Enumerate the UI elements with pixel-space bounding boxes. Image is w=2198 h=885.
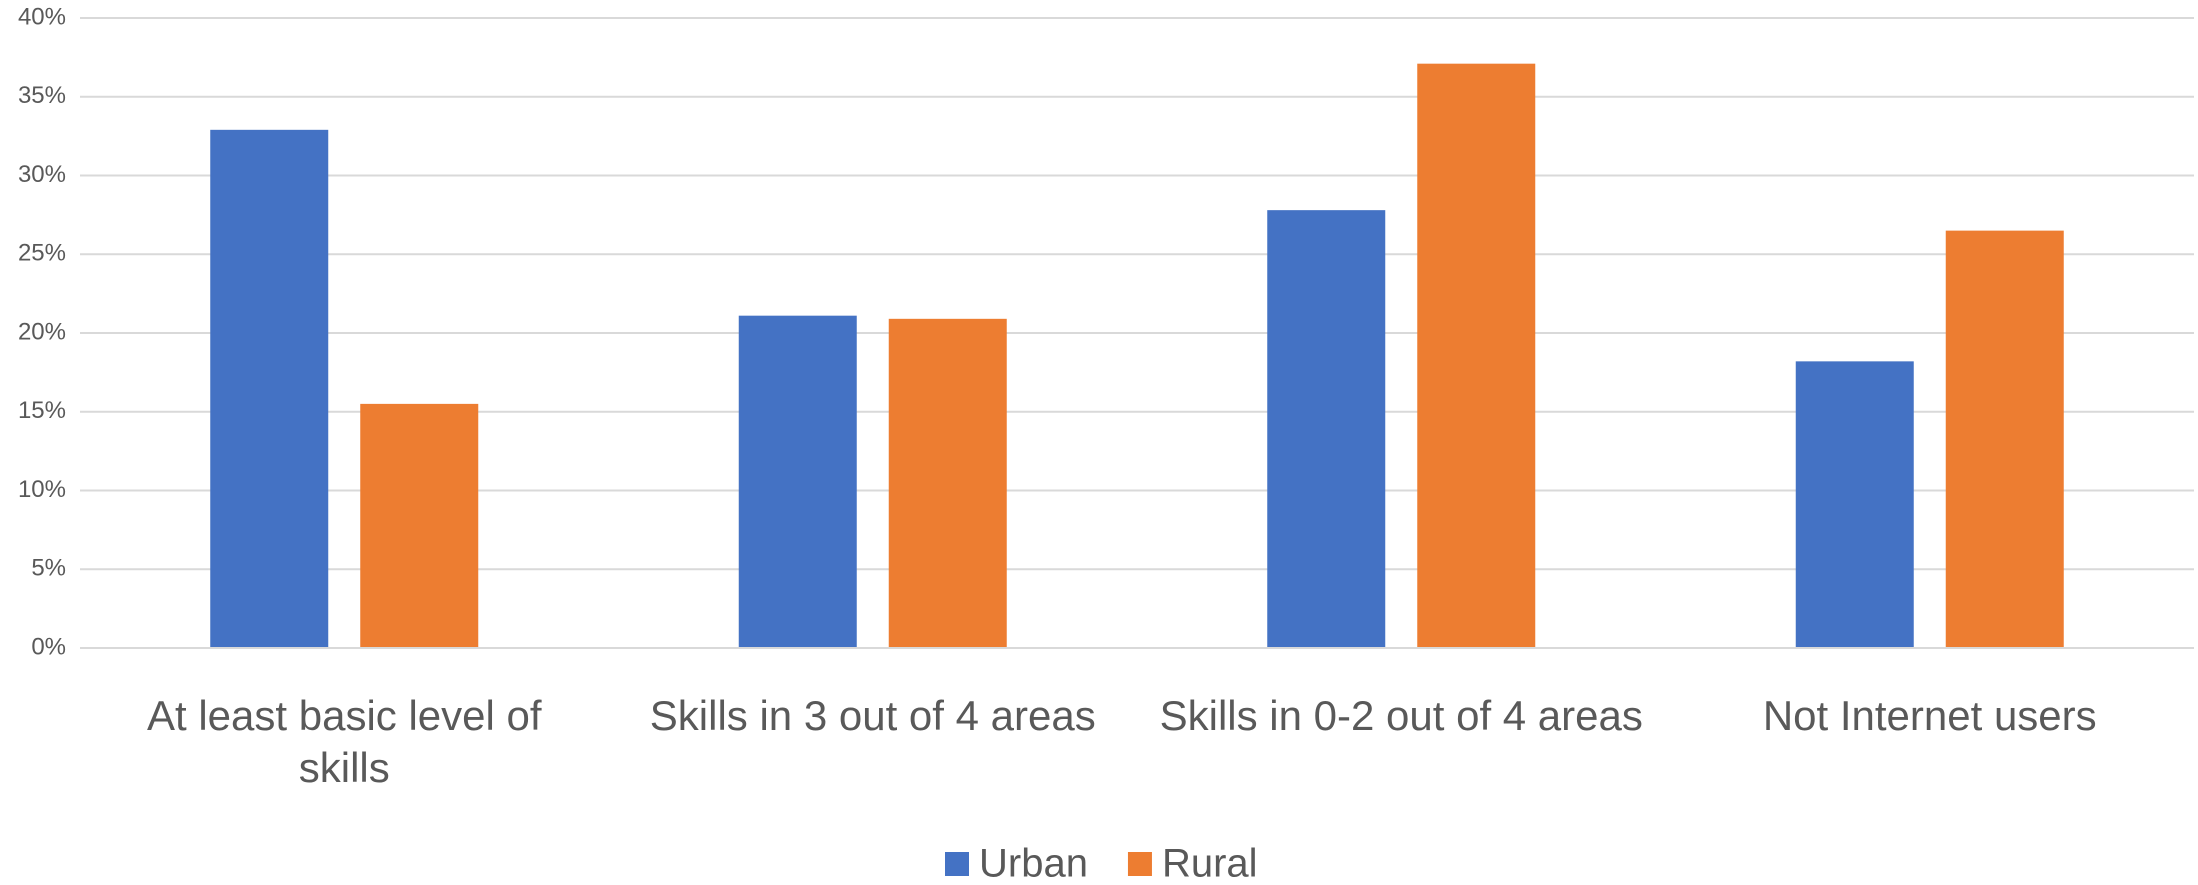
x-tick-label: Skills in 3 out of 4 areas [649,692,1096,739]
legend-label: Urban [979,842,1088,885]
bar [210,129,329,648]
bar [888,318,1007,648]
x-tick-label: At least basic level of skills [146,692,542,791]
bar [360,403,479,648]
bar [1945,230,2064,648]
legend-label: Rural [1162,842,1258,885]
y-tick-label: 40% [18,3,66,30]
y-tick-label: 25% [18,240,66,267]
x-tick-label: Not Internet users [1762,692,2097,739]
bar [738,315,857,648]
y-tick-label: 20% [18,318,66,345]
y-tick-label: 15% [18,397,66,424]
legend-swatch [1127,852,1152,876]
y-tick-label: 35% [18,82,66,109]
y-tick-label: 10% [18,476,66,503]
y-tick-label: 5% [31,555,66,582]
y-tick-label: 0% [31,633,66,660]
legend-swatch [945,852,969,876]
bar [1795,361,1914,648]
bar [1417,63,1536,649]
y-tick-label: 30% [18,161,66,188]
bar [1267,210,1386,648]
x-tick-label: Skills in 0-2 out of 4 areas [1159,692,1643,739]
